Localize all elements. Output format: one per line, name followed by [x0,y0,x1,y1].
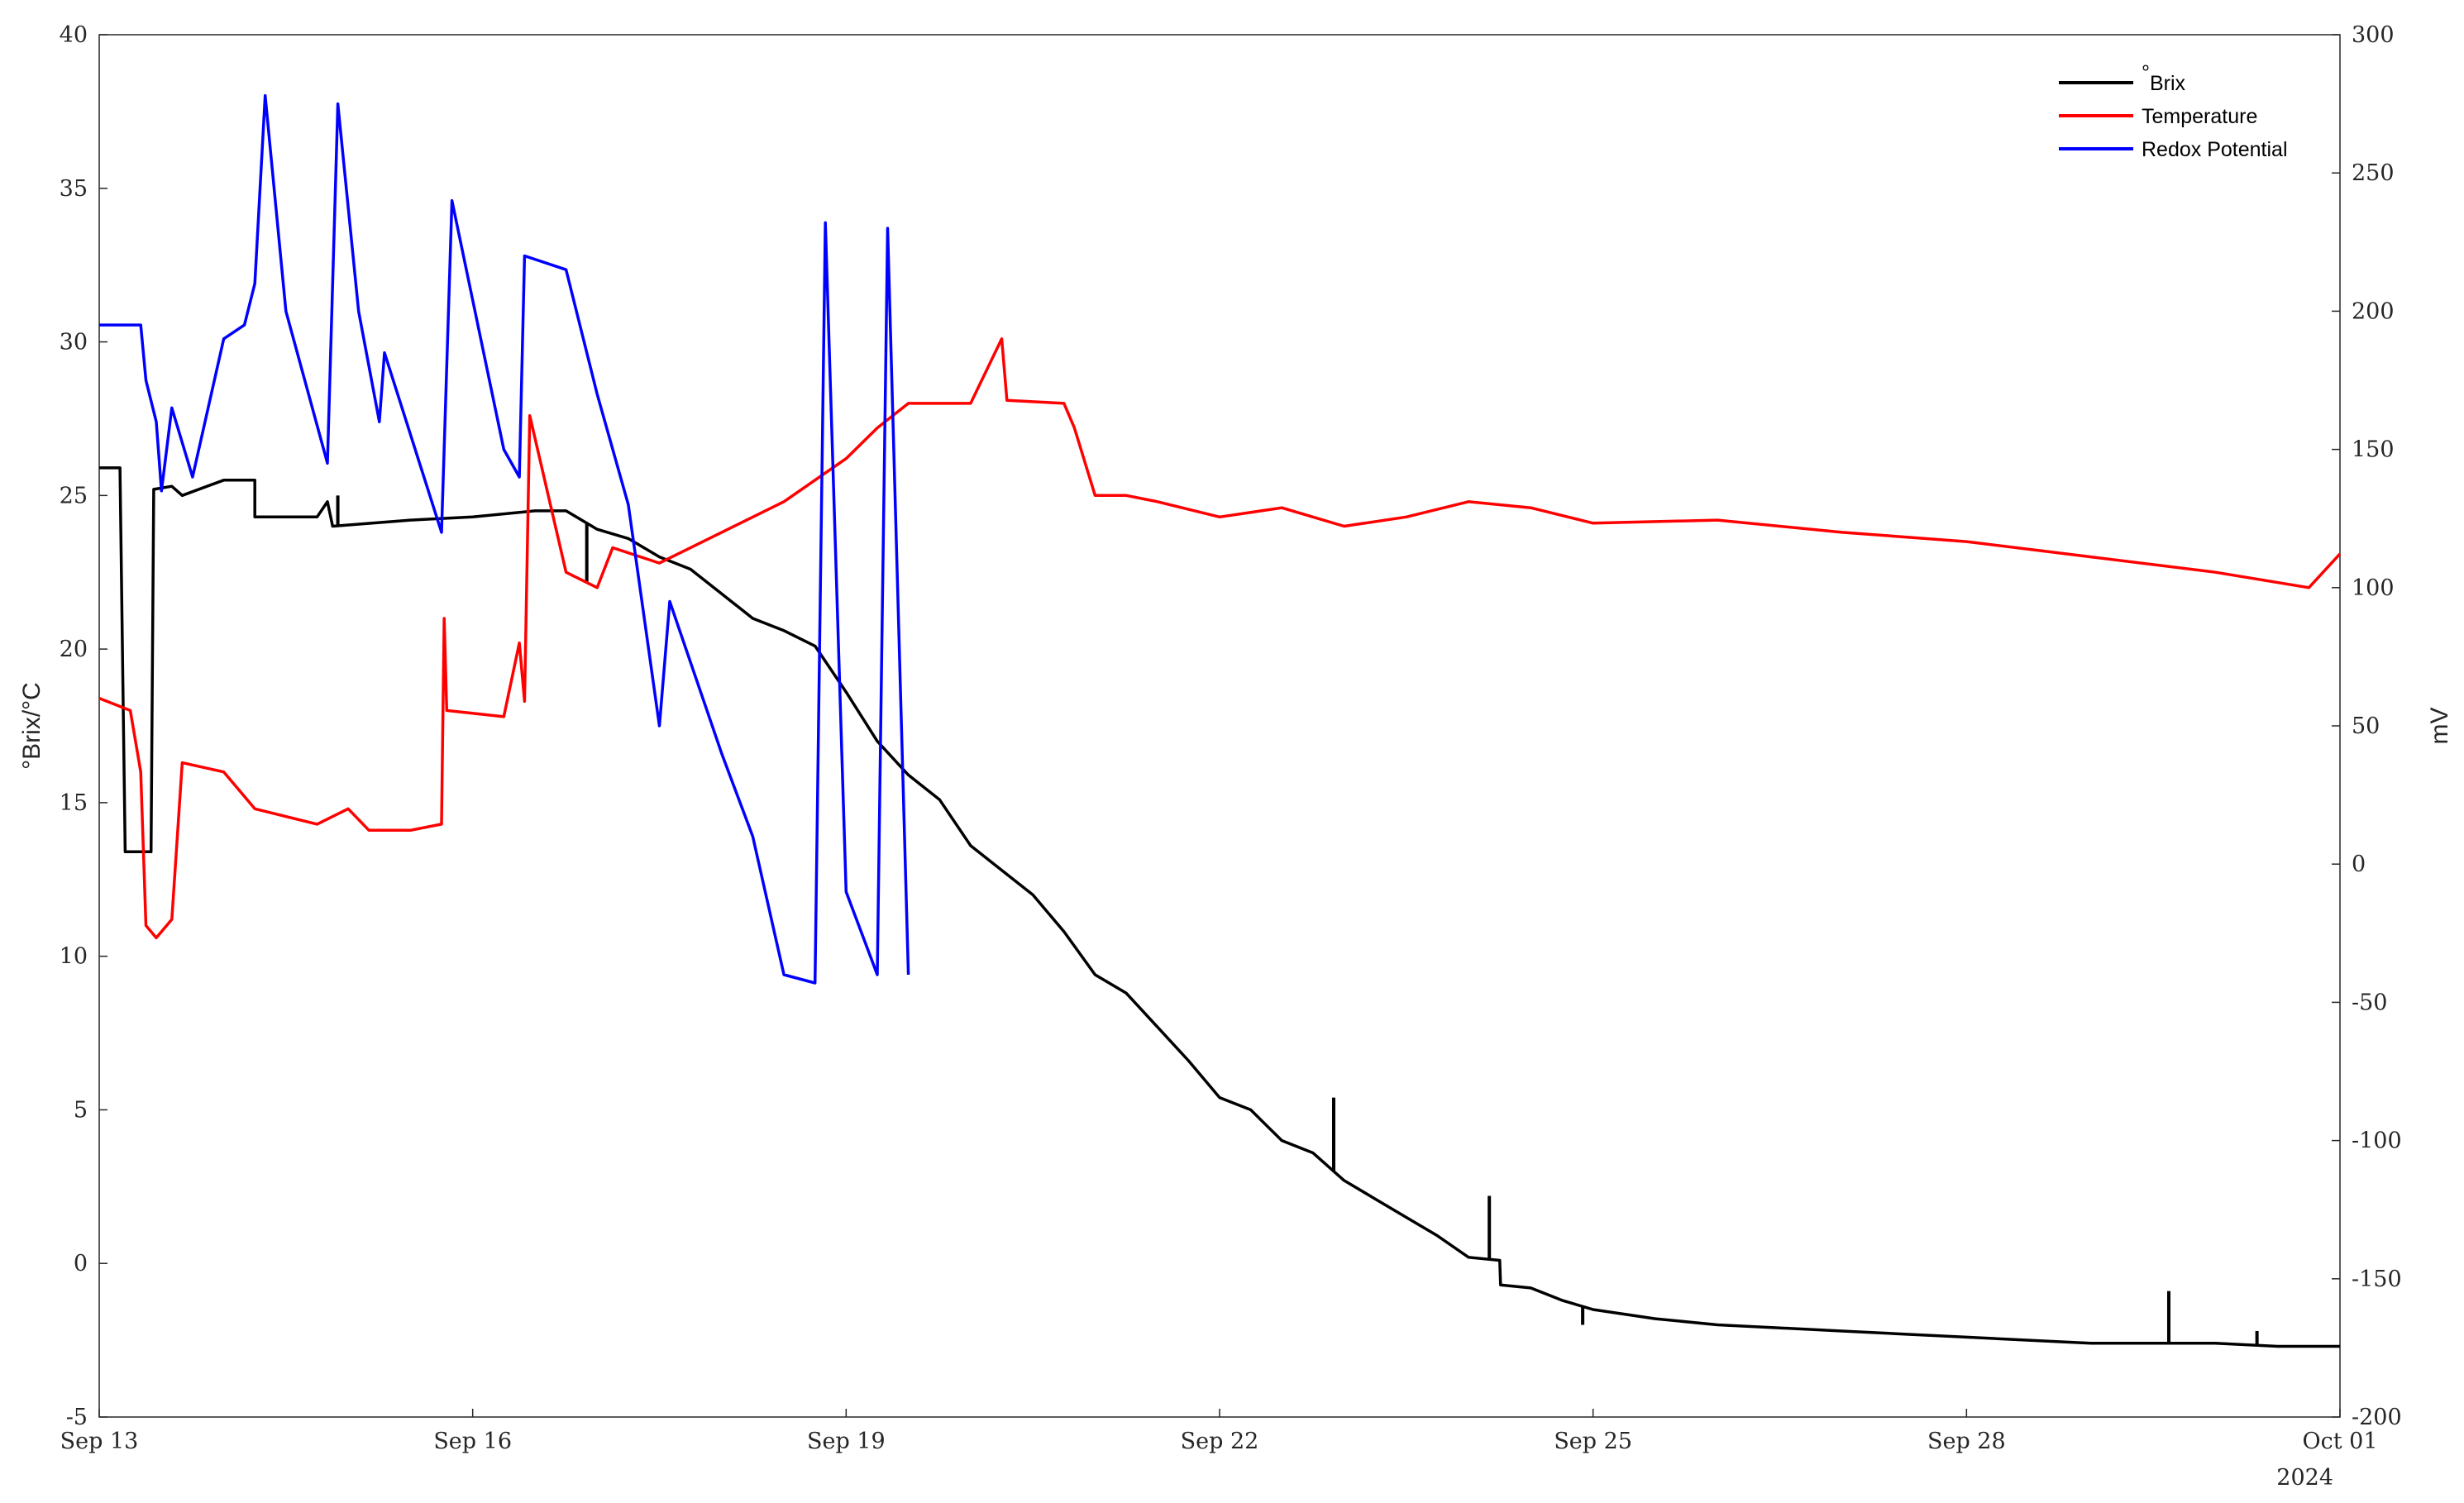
x-tick-label: Sep 28 [1927,1429,2006,1454]
right-axis-title: mV [2426,708,2453,745]
right-tick-label: -200 [2352,1405,2402,1430]
right-tick-label: -100 [2352,1128,2402,1154]
right-tick-label: 300 [2352,22,2395,48]
left-tick-label: 5 [74,1097,88,1123]
legend-label-degree: ° [2142,61,2150,84]
right-tick-label: 0 [2352,852,2366,877]
series-line-temperature [98,337,2342,940]
right-tick-label: 100 [2352,575,2395,601]
x-tick-label: Sep 13 [60,1429,139,1454]
left-tick-label: 30 [60,330,88,355]
left-tick-label: 40 [60,22,88,48]
left-tick-label: 20 [60,637,88,662]
left-tick-label: -5 [66,1405,88,1430]
left-axis: 40 35 30 25 20 15 10 5 0 -5 [60,22,107,1430]
series-line-brix [99,466,2340,1348]
x-tick-label: Oct 01 [2302,1429,2377,1454]
x-tick-label: Sep 16 [433,1429,512,1454]
right-tick-label: 250 [2352,160,2395,186]
right-tick-label: -50 [2352,990,2387,1015]
x-tick-label: Sep 22 [1181,1429,1259,1454]
plot-area [98,34,2342,1418]
right-tick-label: 150 [2352,437,2395,463]
left-tick-label: 15 [60,790,88,816]
right-tick-label: 200 [2352,298,2395,324]
left-tick-label: 35 [60,176,88,202]
x-year-label: 2024 [2276,1465,2333,1491]
plot-frame [98,34,2341,1418]
series-layer [98,93,2342,1348]
left-tick-label: 25 [60,483,88,508]
right-tick-label: -150 [2352,1267,2402,1292]
legend-label: Brix [2150,72,2186,95]
left-tick-label: 10 [60,944,88,970]
x-axis: Sep 13 Sep 16 Sep 19 Sep 22 Sep 25 Sep 28 Oct … [60,1409,2378,1454]
legend-label: Redox Potential [2142,138,2288,161]
right-tick-label: 50 [2352,713,2380,739]
x-tick-label: Sep 25 [1554,1429,1632,1454]
legend: ° Brix Temperature Redox Potential [2059,61,2288,161]
right-axis: 300 250 200 150 100 50 0 -50 -100 -150 -200 [2332,22,2402,1430]
legend-label: Temperature [2142,105,2257,128]
x-tick-label: Sep 19 [807,1429,886,1454]
series-line-redox-potential [99,93,910,985]
left-tick-label: 0 [74,1251,88,1276]
left-axis-title: °Brix/°C [18,682,45,770]
